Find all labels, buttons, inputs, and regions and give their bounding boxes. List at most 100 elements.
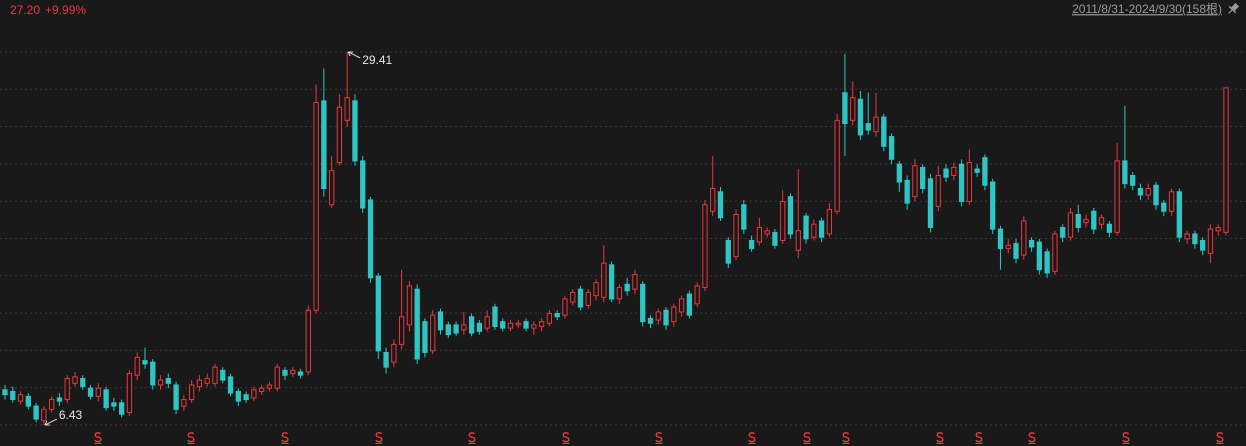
candle-body xyxy=(150,361,156,386)
candle-body xyxy=(1176,191,1182,238)
candle-body xyxy=(850,97,856,121)
event-marker xyxy=(281,432,289,444)
candle-body xyxy=(1161,202,1167,212)
candle-body xyxy=(328,170,335,206)
candle-body xyxy=(733,213,739,258)
candle-body xyxy=(204,377,210,384)
candle xyxy=(1200,237,1206,256)
candle xyxy=(173,381,179,415)
event-marker xyxy=(94,432,102,444)
candle-body xyxy=(772,231,778,246)
event-marker xyxy=(748,432,756,444)
candle-body xyxy=(795,230,801,251)
date-range[interactable]: 2011/8/31-2024/9/30(158根) xyxy=(1072,2,1222,16)
candle xyxy=(445,321,451,338)
candle xyxy=(546,310,553,327)
candle xyxy=(710,156,716,217)
candle xyxy=(266,381,273,392)
candle xyxy=(865,92,871,135)
candle-body xyxy=(974,168,980,173)
candle xyxy=(1153,182,1159,210)
candle-body xyxy=(72,376,78,384)
candle-body xyxy=(624,283,630,292)
annotation-arrowhead xyxy=(44,420,50,426)
candle xyxy=(570,289,576,306)
candle-body xyxy=(577,288,584,308)
candle-body xyxy=(507,322,514,329)
annotation-arrow xyxy=(44,418,58,426)
candle-body xyxy=(554,313,560,318)
candle-body xyxy=(484,316,490,329)
candle xyxy=(1114,143,1120,236)
candle xyxy=(360,156,366,213)
candle xyxy=(702,199,708,291)
candle xyxy=(523,318,529,332)
candle-body xyxy=(811,223,817,238)
candle-body xyxy=(212,366,218,384)
candle xyxy=(492,303,498,330)
candle-body xyxy=(593,282,599,297)
grid xyxy=(0,51,1246,426)
candle-body xyxy=(694,285,700,305)
candle xyxy=(1207,224,1214,264)
candle xyxy=(165,373,171,389)
candle-body xyxy=(95,387,101,397)
candle-body xyxy=(702,204,708,289)
candle xyxy=(507,320,514,332)
annotations: 29.41 6.43 xyxy=(44,51,393,426)
candle xyxy=(430,310,436,355)
candle xyxy=(966,149,973,205)
event-marker xyxy=(803,432,811,444)
candle-body xyxy=(297,371,304,376)
candle xyxy=(189,380,195,403)
event-marker xyxy=(1122,432,1130,444)
candle-body xyxy=(391,343,397,363)
candle-body xyxy=(585,291,591,306)
candle-body xyxy=(142,360,148,365)
candle-body xyxy=(748,239,755,250)
candle-body xyxy=(1153,184,1159,206)
candle-body xyxy=(834,119,840,212)
candle-body xyxy=(383,351,389,368)
candle xyxy=(10,386,16,403)
candle xyxy=(593,279,599,301)
candle xyxy=(1067,207,1074,241)
candle-body xyxy=(1013,243,1019,259)
candle-body xyxy=(1036,241,1042,271)
candle xyxy=(515,320,521,329)
candle-body xyxy=(235,390,241,402)
candle xyxy=(204,373,210,387)
annotation-arrowhead xyxy=(347,51,354,57)
candle xyxy=(437,308,444,335)
pin-icon[interactable] xyxy=(1226,2,1241,17)
candle xyxy=(119,399,125,418)
candle-body xyxy=(189,384,195,401)
candle xyxy=(352,94,358,166)
candle xyxy=(678,295,685,317)
event-markers xyxy=(94,432,1224,444)
candle xyxy=(717,186,724,221)
candle xyxy=(181,394,187,411)
candle-body xyxy=(717,191,724,219)
candle xyxy=(80,375,86,390)
candle-body xyxy=(134,356,140,376)
candle xyxy=(383,347,389,374)
candle xyxy=(87,384,94,400)
candle-body xyxy=(1192,233,1198,245)
candle xyxy=(842,53,848,157)
candle xyxy=(818,217,825,243)
candle-body xyxy=(251,389,257,399)
candle-body xyxy=(406,285,413,326)
candle-body xyxy=(305,309,311,373)
candle xyxy=(780,190,786,244)
candle xyxy=(1106,220,1112,238)
event-marker xyxy=(375,432,383,444)
candle-body xyxy=(119,402,125,415)
candle-body xyxy=(1207,228,1214,254)
max-label: 29.41 xyxy=(362,53,392,67)
candle xyxy=(103,386,109,411)
candle-body xyxy=(375,275,381,352)
candle xyxy=(157,375,164,390)
